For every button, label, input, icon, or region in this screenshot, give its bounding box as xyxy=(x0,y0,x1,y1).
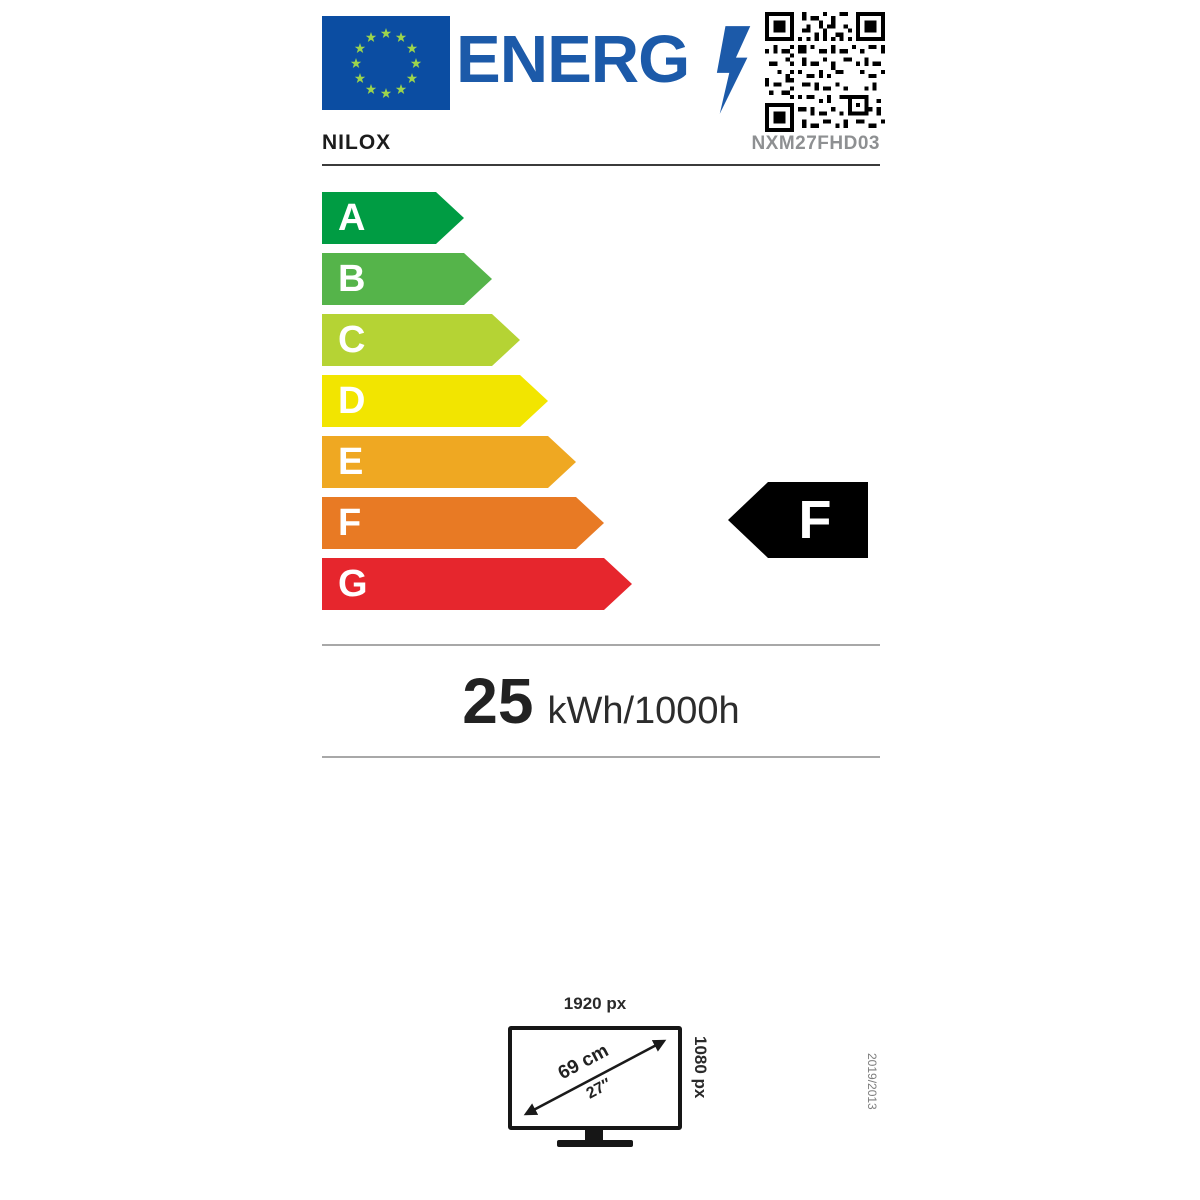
scale-divider xyxy=(322,644,880,646)
diagonal-inch-label: 27″ xyxy=(584,1075,615,1102)
brand-name: NILOX xyxy=(322,131,392,154)
brand-row: NILOX NXM27FHD03 xyxy=(322,131,880,155)
energy-class-row-C: C xyxy=(322,314,520,366)
energy-class-letter: B xyxy=(338,258,366,300)
rated-class-badge: F xyxy=(728,482,868,558)
energy-class-row-A: A xyxy=(322,192,464,244)
energy-class-letter: E xyxy=(338,441,364,483)
energy-class-row-D: D xyxy=(322,375,548,427)
energy-class-row-G: G xyxy=(322,558,632,610)
energy-class-letter: C xyxy=(338,319,366,361)
eu-flag-icon xyxy=(322,16,450,110)
energy-consumption: 25 kWh/1000h xyxy=(322,650,880,756)
kwh-unit: kWh/1000h xyxy=(547,690,740,732)
energy-class-row-E: E xyxy=(322,436,576,488)
consumption-divider xyxy=(322,756,880,758)
header-divider xyxy=(322,164,880,166)
regulation-number: 2019/2013 xyxy=(865,1053,879,1110)
rated-class-letter: F xyxy=(798,490,832,550)
model-number: NXM27FHD03 xyxy=(751,133,880,154)
lightning-bolt-icon xyxy=(716,26,751,114)
energy-logo-text: ENERG xyxy=(456,22,690,97)
energy-class-row-F: F xyxy=(322,497,604,549)
qr-code xyxy=(765,12,885,132)
screen-width-label: 1920 px xyxy=(563,994,627,1013)
energy-class-letter: G xyxy=(338,563,368,605)
energy-class-letter: D xyxy=(338,380,366,422)
energy-class-row-B: B xyxy=(322,253,492,305)
diagonal-arrow: 69 cm 27″ xyxy=(523,1039,667,1116)
monitor-stand xyxy=(585,1129,603,1140)
kwh-value: 25 xyxy=(462,665,534,737)
energy-class-letter: A xyxy=(338,197,366,239)
monitor-base xyxy=(557,1140,633,1147)
screen-height-label: 1080 px xyxy=(691,1036,710,1099)
monitor-pictogram: 69 cm 27″ xyxy=(508,1026,682,1130)
energy-class-letter: F xyxy=(338,502,362,544)
